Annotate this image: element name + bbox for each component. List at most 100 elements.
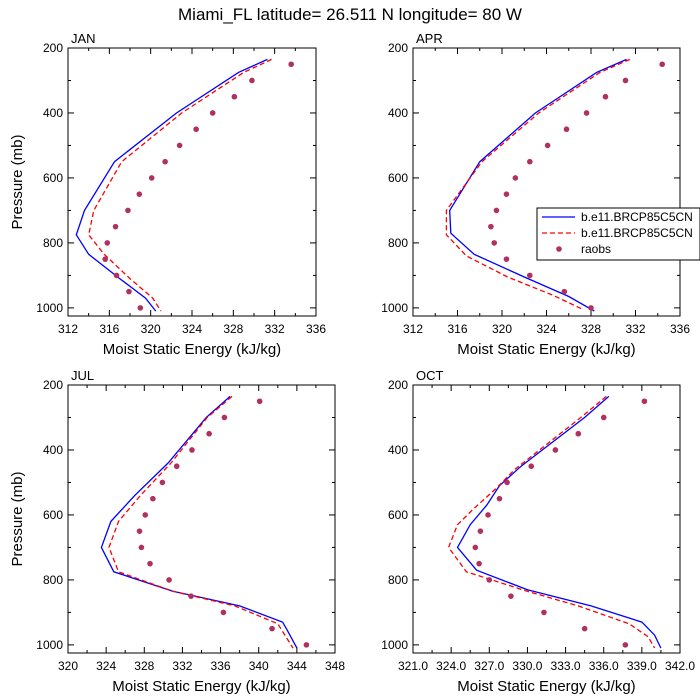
plot-area [75, 58, 295, 312]
raobs-marker [137, 305, 144, 311]
y-tick-label: 800 [388, 236, 408, 250]
raobs-marker [126, 288, 132, 295]
raobs-marker [136, 191, 143, 197]
raobs-marker [147, 560, 153, 567]
raobs-marker [142, 512, 149, 518]
raobs-marker [561, 288, 568, 295]
raobs-marker [486, 577, 493, 583]
x-tick-label: 336 [211, 659, 231, 673]
raobs-marker [488, 223, 494, 230]
series-line-solid [456, 395, 662, 649]
y-tick-label: 400 [43, 443, 63, 457]
x-tick-label: 320 [58, 659, 78, 673]
raobs-marker [150, 495, 156, 502]
panel-oct: OCT 321.0 324.0 327.0 330.0 333.0 336.0 339.0 34… [381, 368, 695, 695]
raobs-marker [269, 625, 275, 632]
raobs-marker [583, 110, 590, 116]
series-line-dashed [108, 395, 294, 649]
panel-title: JAN [71, 31, 96, 46]
y-tick-label: 1000 [36, 301, 63, 315]
raobs-marker [209, 110, 216, 116]
y-tick-label: 600 [43, 508, 63, 522]
main-title: Miami_FL latitude= 26.511 N longitude= 8… [178, 5, 522, 24]
raobs-marker [102, 256, 108, 262]
x-tick-label: 321.0 [398, 659, 428, 673]
x-tick-label: 339.0 [627, 659, 657, 673]
raobs-marker [166, 577, 172, 583]
plot-frame [412, 47, 681, 317]
raobs-marker [512, 175, 519, 181]
x-tick-label: 324 [182, 322, 202, 336]
plot-area [445, 58, 665, 312]
x-tick-label: 332 [265, 322, 285, 336]
raobs-marker [588, 305, 594, 311]
x-tick-label: 336 [306, 322, 326, 336]
panels: JAN 312 316 320 324 328 332 336 200 400 600 800 1000… [9, 31, 700, 695]
panel-jan: JAN 312 316 320 324 328 332 336 200 400 600 800 1000… [9, 31, 326, 358]
x-tick-label: 328 [134, 659, 154, 673]
x-axis-label: Moist Static Energy (kJ/kg) [457, 678, 635, 695]
legend-label: b.e11.BRCP85C5CN [581, 226, 693, 240]
y-tick-label: 1000 [381, 301, 408, 315]
raobs-marker [189, 447, 195, 453]
raobs-marker [288, 61, 295, 68]
x-tick-label: 342.0 [665, 659, 695, 673]
raobs-marker [641, 398, 648, 405]
y-tick-label: 200 [388, 378, 408, 392]
legend-label: raobs [581, 242, 611, 256]
panel-title: JUL [71, 368, 94, 383]
raobs-marker [206, 430, 212, 437]
panel-jul: JUL 320 324 328 332 336 340 344 348 200 400 600 800 1… [9, 368, 345, 695]
x-tick-label: 324 [536, 322, 556, 336]
x-tick-label: 327.0 [474, 659, 504, 673]
series-line-solid [100, 395, 298, 649]
raobs-marker [159, 479, 166, 486]
raobs-marker [256, 398, 263, 405]
y-tick-label: 400 [43, 106, 63, 120]
x-tick-label: 333.0 [551, 659, 581, 673]
x-tick-label: 330.0 [512, 659, 542, 673]
raobs-marker [491, 240, 498, 246]
x-tick-label: 344 [287, 659, 307, 673]
raobs-marker [527, 158, 533, 165]
raobs-marker [544, 142, 551, 149]
x-tick-label: 312 [58, 322, 78, 336]
raobs-marker [602, 93, 609, 100]
raobs-marker [527, 272, 533, 279]
raobs-marker [231, 93, 238, 100]
x-tick-label: 324 [96, 659, 116, 673]
x-tick-label: 336.0 [589, 659, 619, 673]
raobs-marker [138, 544, 145, 551]
raobs-marker [600, 414, 607, 421]
raobs-marker [125, 207, 131, 214]
raobs-marker [472, 544, 479, 551]
raobs-marker [541, 609, 547, 616]
legend: b.e11.BRCP85C5CN b.e11.BRCP85C5CN raobs [536, 207, 700, 261]
y-tick-label: 800 [43, 236, 63, 250]
legend-marker [556, 246, 562, 252]
raobs-marker [104, 240, 111, 246]
y-tick-label: 600 [388, 171, 408, 185]
raobs-marker [622, 77, 629, 84]
raobs-marker [659, 61, 665, 68]
series-line-solid [449, 58, 627, 312]
panel-title: APR [416, 31, 443, 46]
y-tick-label: 1000 [36, 638, 63, 652]
x-tick-label: 332 [625, 322, 645, 336]
y-axis-label: Pressure (mb) [9, 471, 26, 566]
raobs-marker [221, 414, 228, 421]
y-tick-label: 200 [43, 378, 63, 392]
y-tick-label: 600 [388, 508, 408, 522]
raobs-marker [496, 495, 503, 502]
x-tick-label: 328 [223, 322, 243, 336]
x-tick-label: 336 [670, 322, 690, 336]
raobs-marker [136, 528, 143, 534]
raobs-marker [622, 642, 629, 648]
x-axis-label: Moist Static Energy (kJ/kg) [103, 341, 281, 358]
legend-label: b.e11.BRCP85C5CN [581, 210, 693, 224]
y-tick-label: 400 [388, 443, 408, 457]
raobs-marker [563, 126, 570, 133]
raobs-marker [508, 593, 514, 599]
x-tick-label: 316 [447, 322, 467, 336]
y-tick-label: 800 [43, 573, 63, 587]
